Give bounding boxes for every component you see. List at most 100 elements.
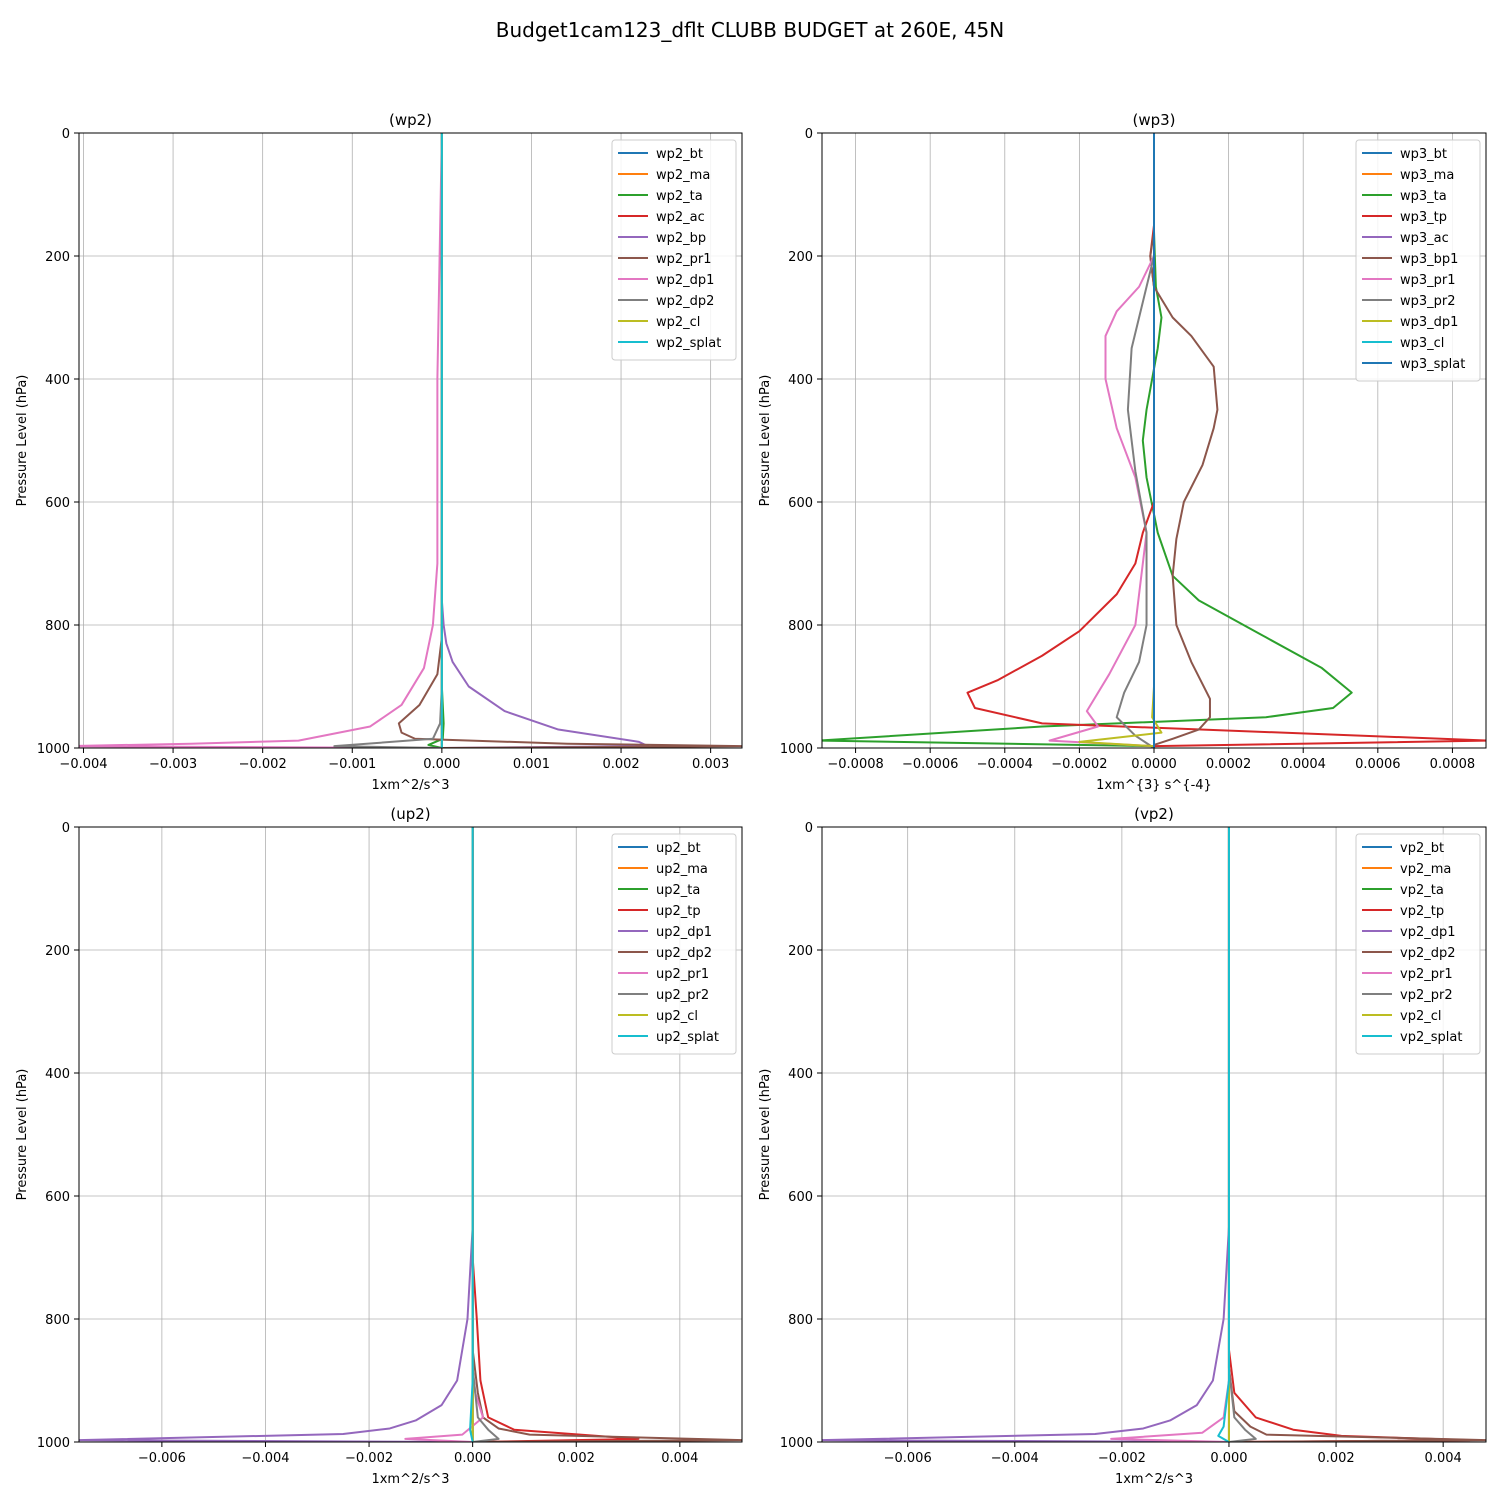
x-tick-label: −0.0008 — [827, 757, 883, 772]
x-tick-label: 0.003 — [692, 757, 729, 772]
y-axis-label: Pressure Level (hPa) — [15, 375, 30, 507]
x-tick-label: 0.0002 — [1206, 757, 1252, 772]
legend-label: vp2_tp — [1400, 904, 1444, 919]
x-tick-label: 0.002 — [1317, 1451, 1354, 1466]
x-tick-label: 0.000 — [1210, 1451, 1247, 1466]
legend-label: up2_tp — [656, 904, 701, 919]
legend-label: vp2_pr2 — [1400, 988, 1453, 1003]
y-tick-label: 800 — [45, 1313, 70, 1328]
x-tick-label: −0.004 — [991, 1451, 1039, 1466]
legend-label: up2_cl — [656, 1009, 698, 1024]
x-tick-label: −0.006 — [884, 1451, 932, 1466]
x-tick-label: 0.002 — [602, 757, 639, 772]
x-axis-label: 1xm^2/s^3 — [371, 778, 449, 793]
legend-label: up2_pr2 — [656, 988, 709, 1003]
y-tick-label: 0 — [805, 127, 813, 142]
y-tick-label: 1000 — [780, 742, 813, 757]
x-tick-label: 0.001 — [513, 757, 550, 772]
legend-label: up2_ta — [656, 883, 700, 898]
chart-panel-2: −0.0008 −0.0006 −0.0004 −0.0002 0.0000 0.0002… — [758, 111, 1487, 793]
series-line-wp2_bp — [440, 133, 649, 748]
series-line-wp2_pr1 — [397, 133, 742, 748]
legend-label: wp2_ac — [656, 210, 705, 225]
plot-frame — [78, 132, 743, 749]
chart-title: (up2) — [390, 805, 430, 823]
legend-label: wp3_splat — [1400, 357, 1465, 372]
legend-label: wp2_ma — [656, 168, 710, 183]
series-line-wp3_bp1 — [1149, 133, 1219, 748]
y-tick-label: 600 — [788, 496, 813, 511]
chart-panel-3: −0.006 −0.004 −0.002 0.000 0.002 0.004 0 200 400… — [15, 805, 743, 1487]
legend-label: vp2_dp2 — [1400, 946, 1456, 961]
y-tick-label: 600 — [45, 1190, 70, 1205]
y-tick-label: 400 — [788, 1067, 813, 1082]
legend: wp2_bt wp2_ma wp2_ta wp2_ac wp2_bp wp2_pr1 wp2… — [611, 139, 737, 361]
x-tick-label: −0.0002 — [1051, 757, 1107, 772]
legend-label: wp2_dp1 — [656, 273, 714, 288]
legend-label: wp3_tp — [1400, 210, 1447, 225]
chart-panel-1: −0.004 −0.003 −0.002 −0.001 0.000 0.001 0.002 0… — [15, 111, 743, 793]
legend-label: wp2_dp2 — [656, 294, 714, 309]
legend-label: wp2_cl — [656, 315, 700, 330]
x-tick-label: 0.004 — [661, 1451, 698, 1466]
series-line-wp3_pr2 — [1115, 133, 1155, 748]
y-axis-label: Pressure Level (hPa) — [758, 375, 773, 507]
x-axis-label: 1xm^{3} s^{-4} — [1096, 778, 1212, 793]
y-tick-label: 1000 — [780, 1436, 813, 1451]
chart-panel-4: −0.006 −0.004 −0.002 0.000 0.002 0.004 0 200 400… — [758, 805, 1487, 1487]
legend-label: vp2_ma — [1400, 862, 1451, 877]
x-tick-label: 0.0006 — [1355, 757, 1401, 772]
x-tick-label: −0.0004 — [977, 757, 1033, 772]
legend-label: up2_pr1 — [656, 967, 709, 982]
legend-label: vp2_pr1 — [1400, 967, 1453, 982]
legend-label: wp3_dp1 — [1400, 315, 1458, 330]
series-line-up2_splat — [469, 827, 474, 1442]
chart-title: (wp2) — [389, 111, 432, 129]
x-tick-label: −0.002 — [1098, 1451, 1146, 1466]
y-tick-label: 0 — [62, 821, 70, 836]
legend-label: wp2_ta — [656, 189, 703, 204]
x-tick-label: 0.002 — [558, 1451, 595, 1466]
legend-label: vp2_cl — [1400, 1009, 1441, 1024]
series-line-wp2_dp1 — [79, 133, 443, 748]
y-tick-label: 600 — [45, 496, 70, 511]
legend-label: up2_bt — [656, 841, 701, 856]
legend-label: wp2_splat — [656, 336, 721, 351]
y-tick-label: 1000 — [37, 742, 70, 757]
x-tick-label: 0.0000 — [1131, 757, 1177, 772]
y-tick-label: 800 — [788, 619, 813, 634]
legend-label: wp3_ac — [1400, 231, 1449, 246]
x-axis-label: 1xm^2/s^3 — [371, 1472, 449, 1487]
legend-label: wp2_pr1 — [656, 252, 712, 267]
x-tick-label: 0.000 — [423, 757, 460, 772]
y-tick-label: 400 — [45, 373, 70, 388]
x-tick-label: −0.006 — [138, 1451, 186, 1466]
legend-label: wp2_bp — [656, 231, 706, 246]
chart-title: (vp2) — [1134, 805, 1174, 823]
series-line-up2_dp1 — [79, 827, 474, 1442]
x-axis-label: 1xm^2/s^3 — [1115, 1472, 1193, 1487]
y-axis-label: Pressure Level (hPa) — [758, 1069, 773, 1201]
x-tick-label: −0.0006 — [902, 757, 958, 772]
y-tick-label: 200 — [45, 944, 70, 959]
y-tick-label: 0 — [62, 127, 70, 142]
x-tick-label: −0.001 — [328, 757, 376, 772]
legend-label: vp2_bt — [1400, 841, 1444, 856]
y-tick-label: 400 — [45, 1067, 70, 1082]
y-axis-label: Pressure Level (hPa) — [15, 1069, 30, 1201]
legend: wp3_bt wp3_ma wp3_ta wp3_tp wp3_ac wp3_bp1 wp3… — [1355, 139, 1481, 382]
y-tick-label: 0 — [805, 821, 813, 836]
figure-suptitle: Budget1cam123_dflt CLUBB BUDGET at 260E,… — [496, 18, 1004, 42]
legend-label: vp2_dp1 — [1400, 925, 1456, 940]
legend-label: up2_ma — [656, 862, 708, 877]
x-tick-label: 0.004 — [1425, 1451, 1462, 1466]
series-group — [822, 133, 1486, 748]
y-tick-label: 200 — [788, 250, 813, 265]
legend-label: wp2_bt — [656, 147, 703, 162]
y-tick-label: 400 — [788, 373, 813, 388]
y-tick-label: 800 — [45, 619, 70, 634]
legend-label: vp2_ta — [1400, 883, 1444, 898]
x-tick-label: 0.000 — [454, 1451, 491, 1466]
x-tick-label: −0.003 — [149, 757, 197, 772]
